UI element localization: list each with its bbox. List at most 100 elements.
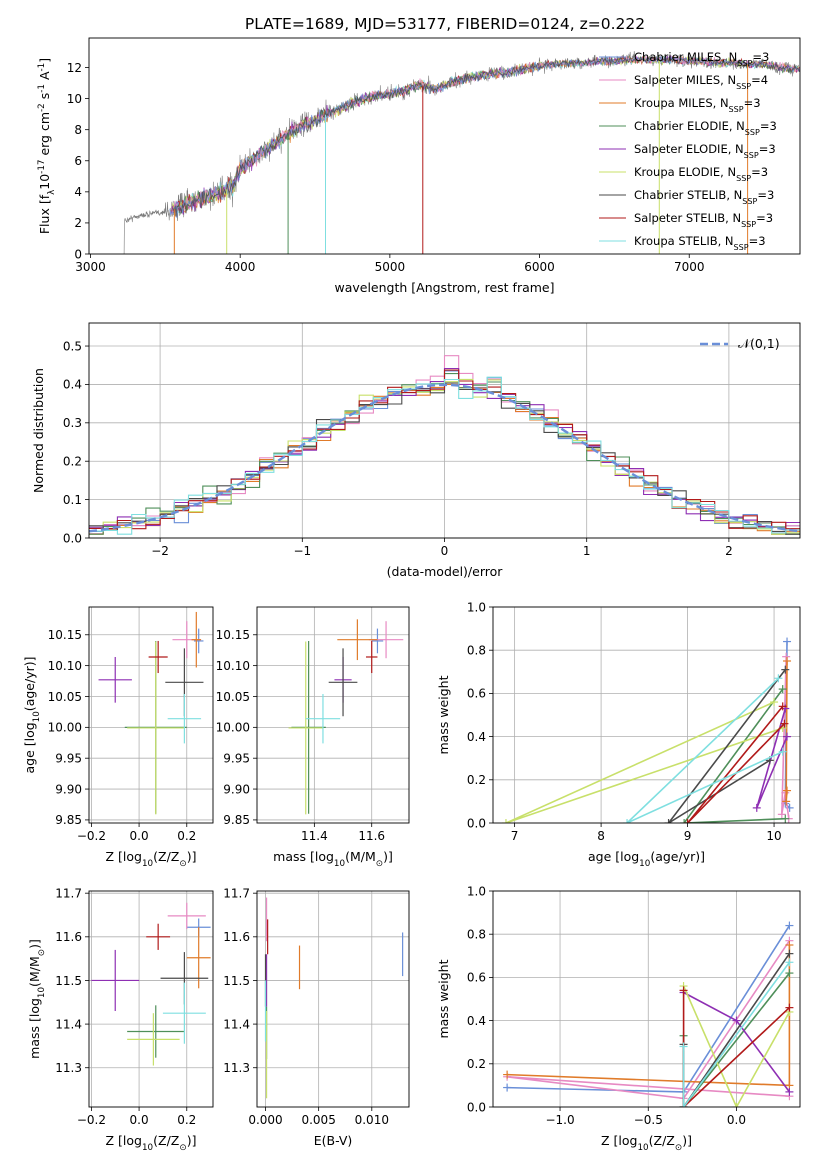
legend-entry-label: 𝒩(0,1) [738, 336, 780, 351]
y-tick-label: 0.3 [63, 416, 82, 430]
x-tick-label: 11.6 [358, 829, 385, 843]
mass-vs-Z-frame [88, 890, 214, 1108]
x-axis-label: (data-model)/error [387, 564, 504, 579]
legend-entry-label: Salpeter MILES, NSSP=4 [634, 73, 768, 91]
legend-entry-label: Kroupa MILES, NSSP=3 [634, 96, 761, 114]
legend-entry-label: Salpeter ELODIE, NSSP=3 [634, 142, 776, 160]
x-axis-label: Z [log10(Z/Z⊙)] [106, 849, 197, 869]
y-tick-label: 0.6 [467, 971, 486, 985]
legend-entry-label: Kroupa STELIB, NSSP=3 [634, 234, 766, 252]
y-tick-label: 0.5 [63, 339, 82, 353]
x-tick-label: 0.0 [130, 1113, 149, 1127]
y-tick-label: 8 [74, 123, 82, 137]
y-tick-label: 0.4 [63, 378, 82, 392]
y-tick-label: 10 [67, 92, 82, 106]
y-tick-label: 10.05 [48, 690, 82, 704]
y-tick-label: 9.90 [223, 782, 250, 796]
x-tick-label: −0.5 [634, 1113, 663, 1127]
histogram-series [89, 369, 800, 530]
x-tick-label: 9 [684, 829, 692, 843]
x-tick-label: −0.2 [77, 1113, 106, 1127]
residuals-legend: 𝒩(0,1) [700, 336, 780, 351]
x-tick-label: −1 [293, 544, 311, 558]
weight-line [682, 985, 791, 1107]
x-tick-label: 3000 [75, 260, 106, 274]
weight-vs-Z-frame [492, 890, 801, 1108]
model-spectrum-line [169, 55, 800, 218]
y-tick-label: 10.10 [48, 659, 82, 673]
y-tick-label: 11.4 [55, 1017, 82, 1031]
y-tick-label: 10.10 [216, 659, 250, 673]
spectrum-plot [123, 51, 800, 254]
weight-line [667, 669, 786, 823]
y-tick-label: 1.0 [467, 600, 486, 614]
y-tick-label: 2 [74, 216, 82, 230]
y-tick-label: 9.90 [55, 782, 82, 796]
y-tick-label: 0.8 [467, 928, 486, 942]
age-vs-Z-plot [98, 611, 204, 815]
x-tick-label: 7000 [674, 260, 705, 274]
y-tick-label: 10.15 [48, 628, 82, 642]
age-vs-mass-plot [288, 619, 404, 815]
weight-vs-age-frame [492, 606, 801, 824]
x-tick-label: 0.0 [130, 829, 149, 843]
y-axis-label: Flux [fλ10-17 erg cm-2 s-1 A-1] [37, 58, 57, 234]
mass-vs-Z-plot [91, 902, 211, 1066]
figure-title: PLATE=1689, MJD=53177, FIBERID=0124, z=0… [245, 15, 645, 33]
x-tick-label: 7 [511, 829, 519, 843]
x-axis-label: Z [log10(Z/Z⊙)] [601, 1133, 692, 1153]
y-tick-label: 0.2 [467, 773, 486, 787]
x-tick-label: 11.4 [301, 829, 328, 843]
y-axis-label: age [log10(age/yr)] [22, 656, 42, 773]
x-tick-label: −2 [151, 544, 169, 558]
y-tick-label: 0 [74, 247, 82, 261]
y-tick-label: 11.5 [223, 974, 250, 988]
weight-line [505, 701, 783, 823]
weight-line [686, 705, 785, 823]
y-tick-label: 6 [74, 154, 82, 168]
x-tick-label: 0.000 [248, 1113, 282, 1127]
weight-line [682, 961, 791, 1107]
x-tick-label: 6000 [524, 260, 555, 274]
x-tick-label: 8 [597, 829, 605, 843]
y-axis-label: Normed distribution [31, 368, 46, 493]
y-tick-label: 0.1 [63, 493, 82, 507]
y-tick-label: 9.85 [55, 813, 82, 827]
x-tick-label: 2 [725, 544, 733, 558]
y-tick-label: 0.6 [467, 687, 486, 701]
y-tick-label: 0.0 [467, 816, 486, 830]
histogram-series [89, 376, 800, 535]
weight-line [781, 656, 790, 819]
spectrum-legend: Chabrier MILES, NSSP=3 Salpeter MILES, NS… [599, 50, 777, 252]
legend-entry-label: Chabrier STELIB, NSSP=3 [634, 188, 774, 206]
y-tick-label: 1.0 [467, 884, 486, 898]
weight-vs-age-axes: 7 8 9 10 0.0 0.2 0.4 0.6 0.8 1.0 age [log10(age/yr… [436, 600, 800, 869]
residuals-axes: −2 −1 0 1 2 0.0 0.1 0.2 0.3 0.4 0.5 (data-model)/er… [31, 323, 800, 579]
legend-entry-label: Kroupa ELODIE, NSSP=3 [634, 165, 768, 183]
y-tick-label: 0.2 [467, 1057, 486, 1071]
weight-line [682, 990, 790, 1107]
age-vs-Z-frame [88, 606, 214, 824]
x-axis-label: age [log10(age/yr)] [588, 849, 705, 869]
x-tick-label: 0 [441, 544, 449, 558]
x-tick-label: −0.2 [77, 829, 106, 843]
residuals-frame [88, 322, 801, 539]
y-tick-label: 0.4 [467, 730, 486, 744]
y-tick-label: 11.5 [55, 974, 82, 988]
mass-vs-Z-axes: −0.2 0.0 0.2 11.3 11.4 11.5 11.6 11.7 Z [log10(Z… [27, 886, 213, 1153]
age-vs-Z-axes: −0.2 0.0 0.2 9.85 9.90 9.95 10.00 10.05 10.10 10.… [22, 607, 213, 869]
y-axis-label: mass weight [436, 959, 451, 1038]
x-tick-label: −1.0 [545, 1113, 574, 1127]
x-axis-label: Z [log10(Z/Z⊙)] [106, 1133, 197, 1153]
mass-vs-ebv-axes: 0.000 0.005 0.010 11.3 11.4 11.5 11.6 11.7 E(B-V… [223, 886, 409, 1148]
y-tick-label: 10.00 [48, 721, 82, 735]
weight-vs-Z-plot [503, 921, 794, 1107]
x-tick-label: 0.0 [727, 1113, 746, 1127]
y-tick-label: 11.7 [223, 886, 250, 900]
y-tick-label: 4 [74, 185, 82, 199]
y-tick-label: 11.6 [55, 930, 82, 944]
legend-entry-label: Chabrier MILES, NSSP=3 [634, 50, 769, 68]
weight-line [683, 688, 786, 823]
y-tick-label: 0.4 [467, 1014, 486, 1028]
